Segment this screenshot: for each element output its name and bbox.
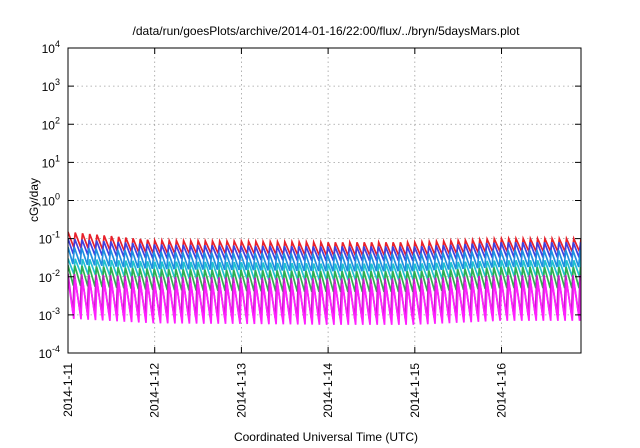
y-tick-label: 104 (42, 39, 60, 56)
x-tick-label: 2014-1-11 (61, 363, 75, 417)
series-line (68, 258, 581, 281)
x-axis: 2014-1-11 2014-1-12 2014-1-13 2014-1-14 2014… (61, 48, 509, 418)
series-line (68, 231, 581, 260)
y-tick-label: 10-3 (39, 306, 60, 323)
y-tick-label: 10-4 (39, 344, 60, 361)
x-tick-label: 2014-1-16 (495, 363, 509, 418)
y-tick-label: 101 (42, 153, 60, 170)
x-axis-label: Coordinated Universal Time (UTC) (234, 430, 418, 444)
series-line (68, 246, 581, 272)
x-tick-label: 2014-1-12 (148, 363, 162, 418)
y-tick-label: 103 (42, 77, 60, 94)
series-group (68, 231, 581, 325)
y-tick-label: 100 (42, 192, 60, 209)
chart-title: /data/run/goesPlots/archive/2014-01-16/2… (133, 24, 521, 38)
x-tick-label: 2014-1-15 (408, 363, 422, 418)
y-tick-label: 10-2 (39, 268, 60, 285)
y-axis: 104 103 102 101 100 10-1 10-2 10-3 10-4 (39, 39, 581, 361)
x-tick-label: 2014-1-13 (234, 363, 248, 418)
series-line (68, 265, 581, 293)
y-tick-label: 10-1 (39, 230, 60, 247)
y-tick-label: 102 (42, 115, 60, 132)
series-line (68, 278, 581, 325)
y-axis-label: cGy/day (27, 178, 41, 222)
x-tick-label: 2014-1-14 (321, 363, 335, 418)
series-line (68, 238, 581, 262)
